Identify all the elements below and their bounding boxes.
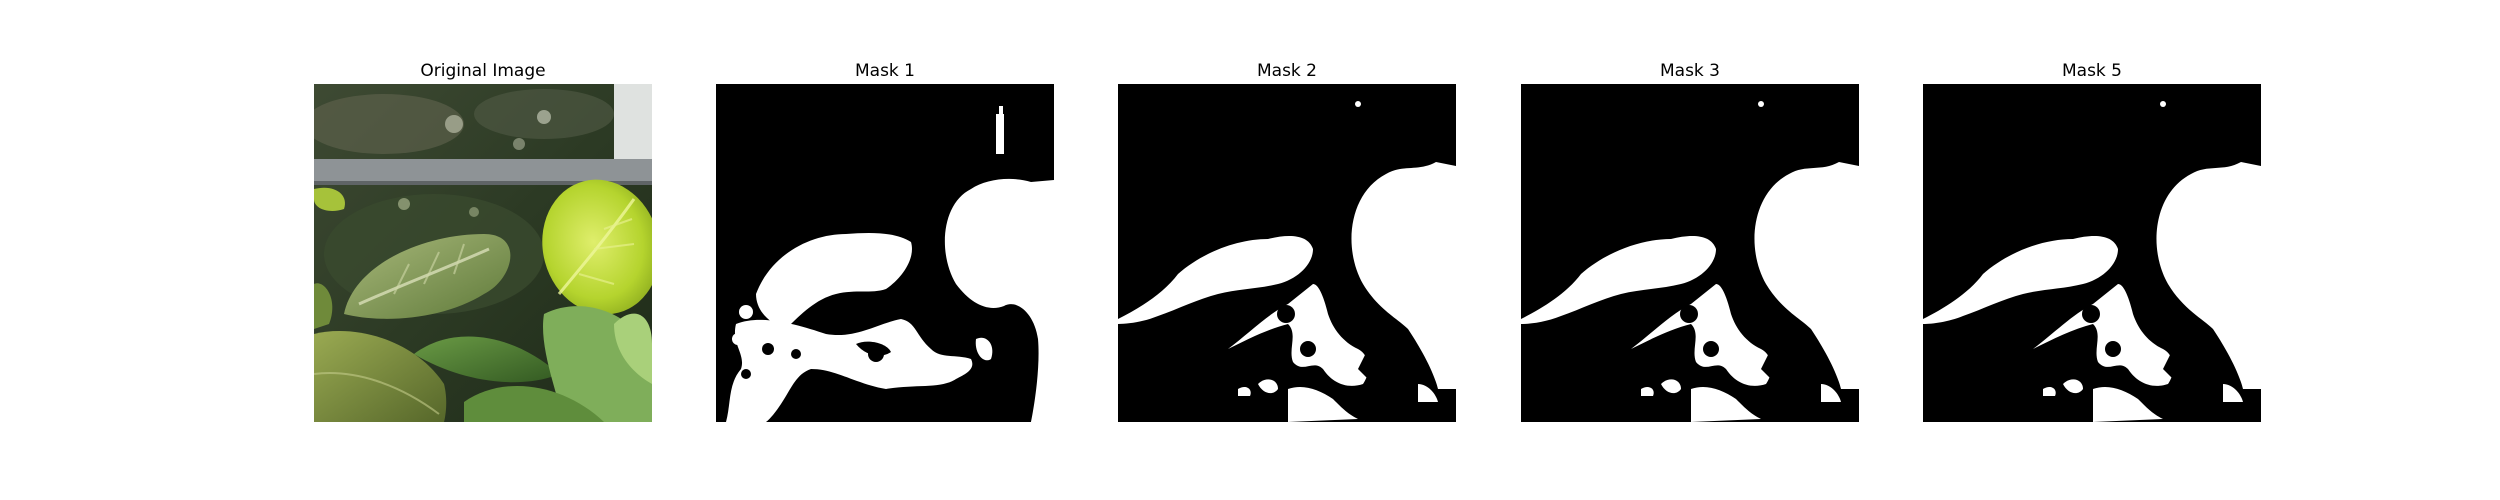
panel-title: Mask 3 <box>1659 61 1720 81</box>
panel-title: Mask 5 <box>2061 61 2122 81</box>
mask-image <box>1118 84 1456 422</box>
mask-image <box>1923 84 2261 422</box>
panel-mask-1: Mask 1 <box>716 58 1054 422</box>
panel-mask-5: Mask 5 <box>1923 58 2261 422</box>
mask-image <box>716 84 1054 422</box>
mask-image <box>1521 84 1859 422</box>
panel-title: Mask 2 <box>1256 61 1317 81</box>
panel-title: Mask 1 <box>854 61 915 81</box>
panel-original-image: Original Image <box>314 58 652 422</box>
original-photo <box>314 84 652 422</box>
panel-title: Original Image <box>420 61 546 81</box>
panel-mask-2: Mask 2 <box>1118 58 1456 422</box>
panel-mask-3: Mask 3 <box>1521 58 1859 422</box>
